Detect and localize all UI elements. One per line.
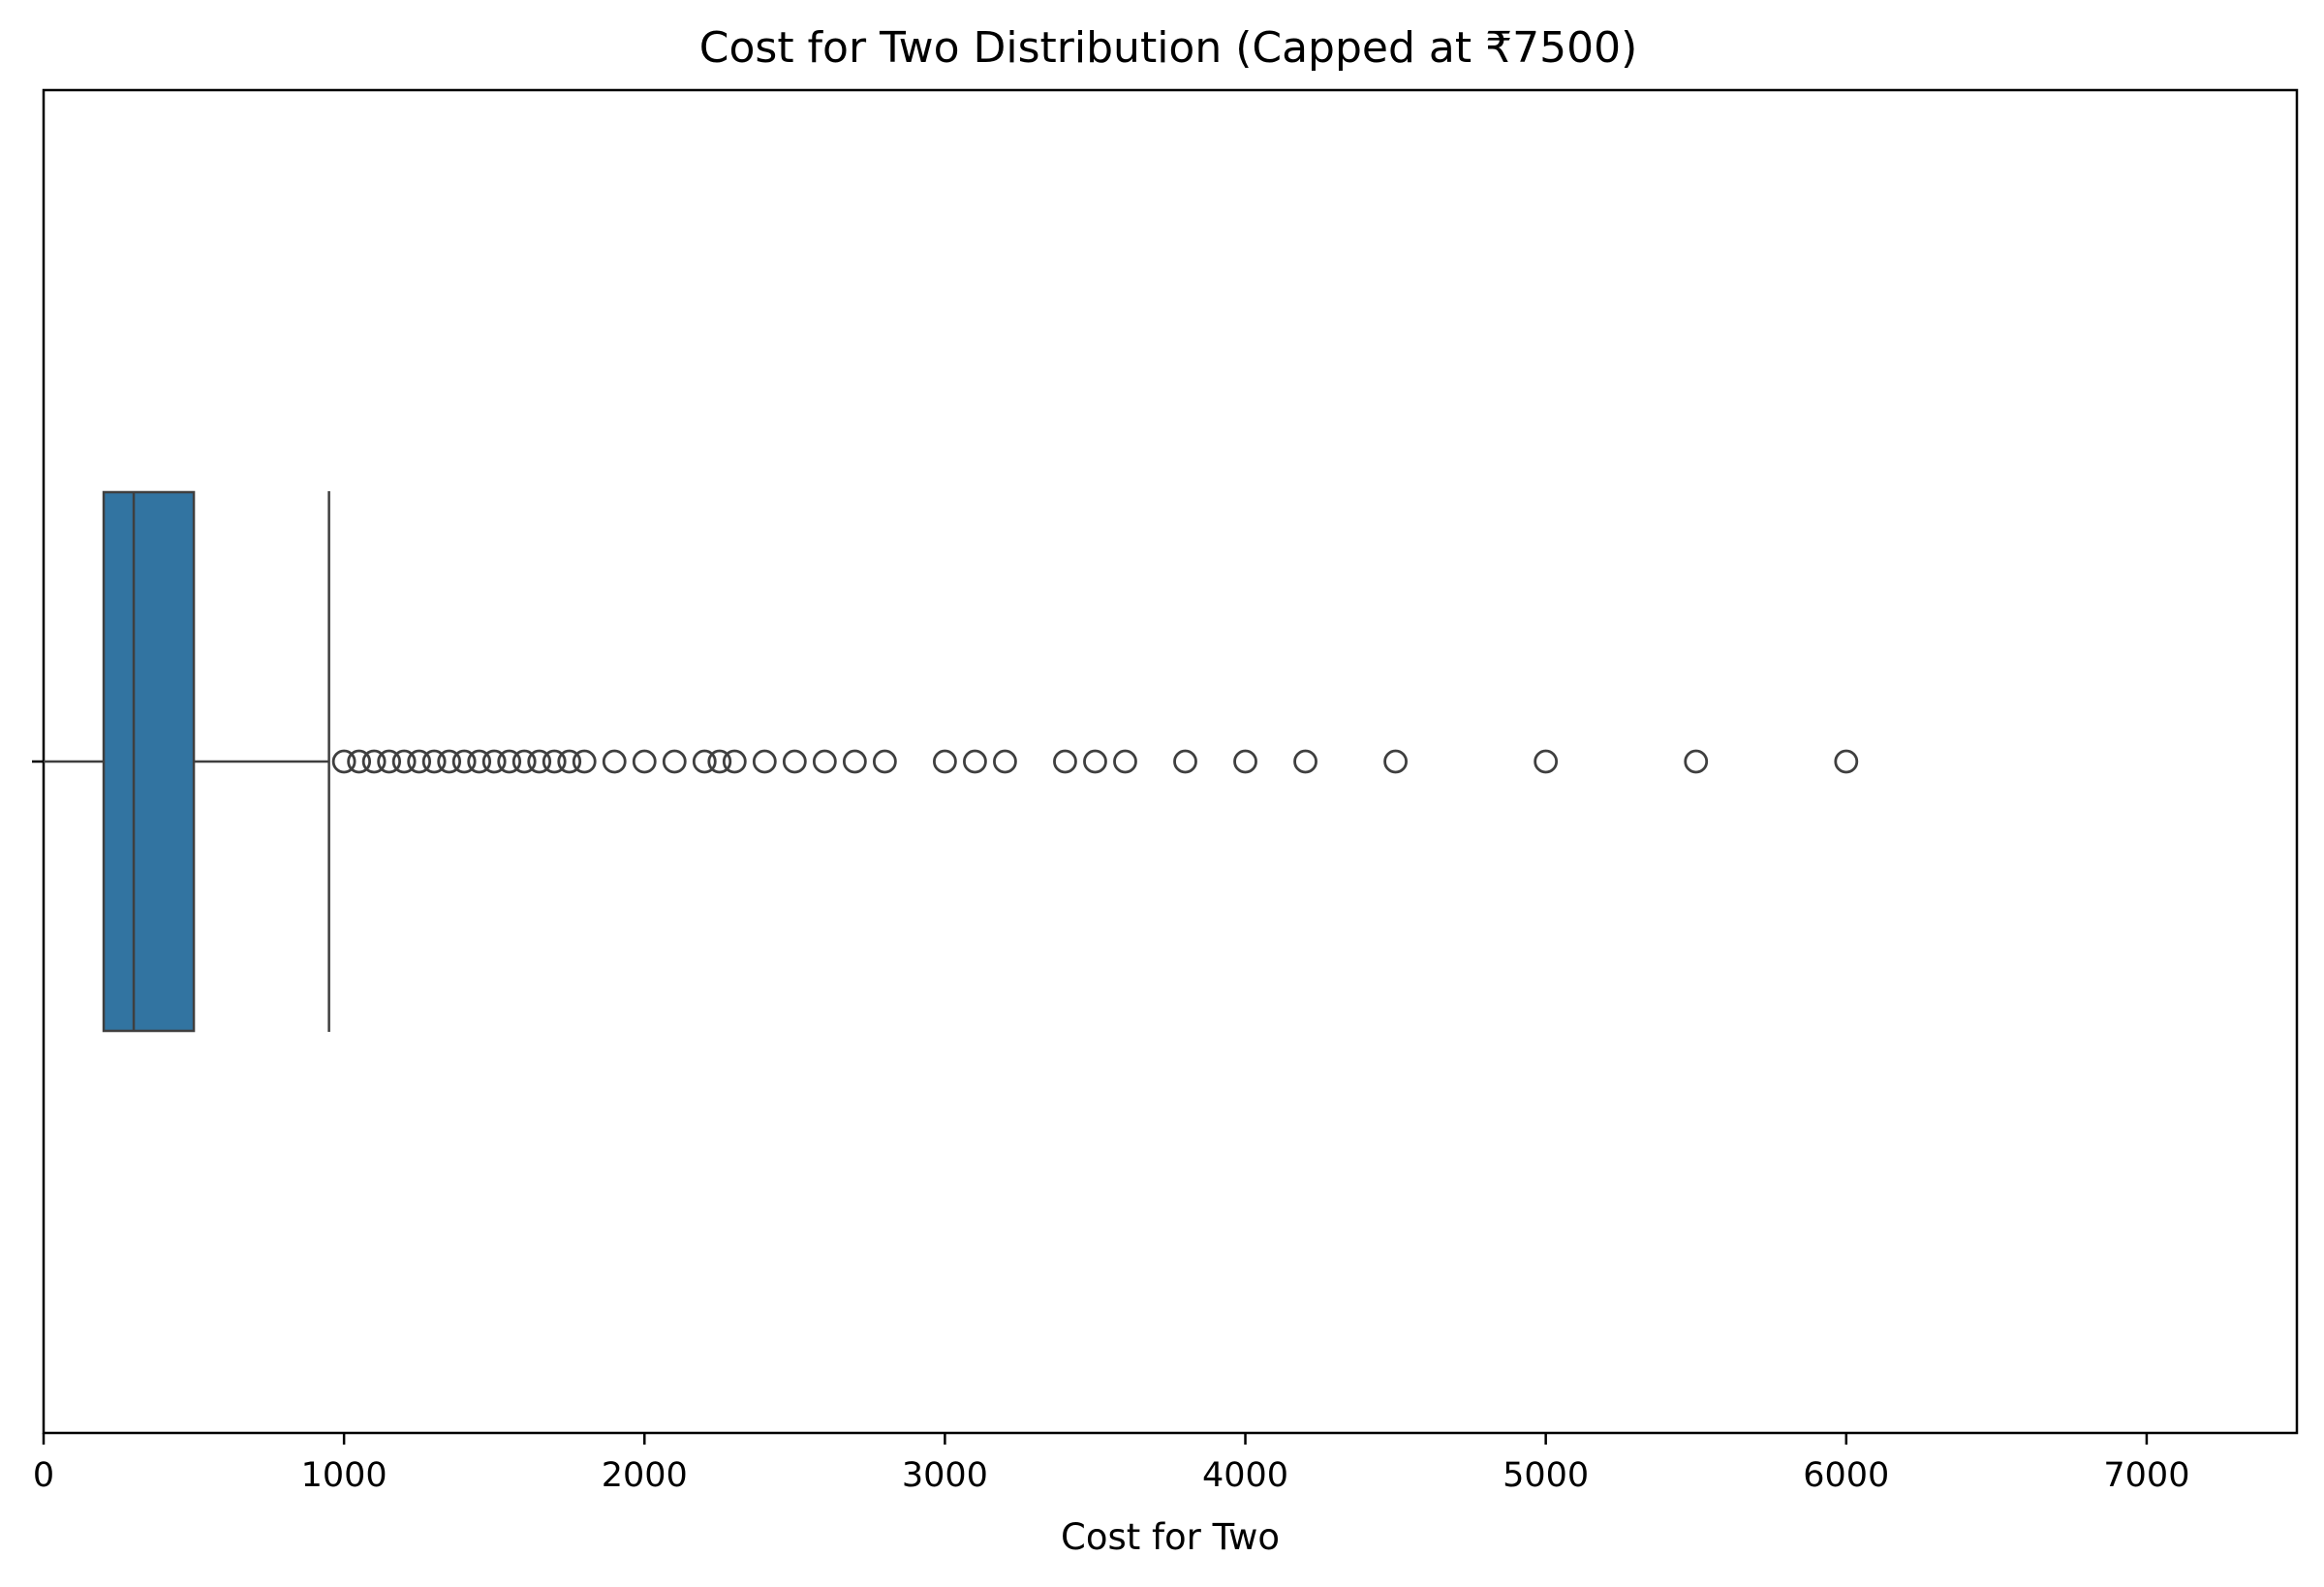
outlier-point bbox=[872, 749, 897, 774]
x-tick-label: 2000 bbox=[602, 1456, 688, 1495]
plot-area-frame bbox=[42, 88, 2299, 1435]
outlier-point bbox=[782, 749, 807, 774]
outlier-point bbox=[1534, 749, 1559, 774]
outlier-point bbox=[963, 749, 987, 774]
outlier-point bbox=[1053, 749, 1077, 774]
x-tick-label: 7000 bbox=[2103, 1456, 2189, 1495]
outlier-point bbox=[377, 749, 402, 774]
outlier-point bbox=[527, 749, 552, 774]
outlier-point bbox=[572, 749, 597, 774]
outlier-point bbox=[467, 749, 492, 774]
x-tick-label: 6000 bbox=[1803, 1456, 1889, 1495]
outlier-point bbox=[557, 749, 582, 774]
outlier-point bbox=[497, 749, 522, 774]
box-plot bbox=[44, 490, 330, 1033]
outlier-point bbox=[391, 749, 417, 774]
outlier-point bbox=[437, 749, 462, 774]
outlier-point bbox=[1834, 749, 1859, 774]
outlier-point bbox=[602, 749, 627, 774]
outlier-point bbox=[722, 749, 747, 774]
outlier-point bbox=[632, 749, 657, 774]
outlier-point bbox=[1113, 749, 1137, 774]
outlier-point bbox=[421, 749, 447, 774]
outlier-point bbox=[812, 749, 837, 774]
outlier-point bbox=[1083, 749, 1107, 774]
outlier-point bbox=[331, 749, 356, 774]
outlier-point bbox=[933, 749, 957, 774]
outlier-point bbox=[752, 749, 777, 774]
outlier-point bbox=[481, 749, 507, 774]
outlier-point bbox=[692, 749, 717, 774]
outlier-point bbox=[407, 749, 432, 774]
outlier-point bbox=[1173, 749, 1197, 774]
x-tick-label: 4000 bbox=[1202, 1456, 1288, 1495]
x-tick-label: 0 bbox=[33, 1456, 54, 1495]
outlier-point bbox=[542, 749, 567, 774]
outlier-points bbox=[331, 749, 1859, 774]
outlier-point bbox=[1684, 749, 1709, 774]
outlier-point bbox=[451, 749, 477, 774]
outlier-point bbox=[993, 749, 1017, 774]
iqr-box bbox=[102, 490, 196, 1033]
outlier-point bbox=[1293, 749, 1317, 774]
outlier-point bbox=[1383, 749, 1408, 774]
x-tick-label: 5000 bbox=[1503, 1456, 1589, 1495]
outlier-point bbox=[842, 749, 867, 774]
outlier-point bbox=[707, 749, 732, 774]
x-tick-label: 1000 bbox=[301, 1456, 387, 1495]
outlier-point bbox=[361, 749, 387, 774]
x-tick-label: 3000 bbox=[902, 1456, 988, 1495]
outlier-point bbox=[511, 749, 537, 774]
outlier-point bbox=[1233, 749, 1257, 774]
x-axis-label: Cost for Two bbox=[1061, 1516, 1280, 1558]
x-axis-ticks: 0 1000 2000 3000 4000 5000 6000 7000 bbox=[32, 760, 2189, 1495]
outlier-point bbox=[347, 749, 372, 774]
chart-title: Cost for Two Distribution (Capped at ₹75… bbox=[699, 23, 1638, 73]
outlier-point bbox=[662, 749, 687, 774]
